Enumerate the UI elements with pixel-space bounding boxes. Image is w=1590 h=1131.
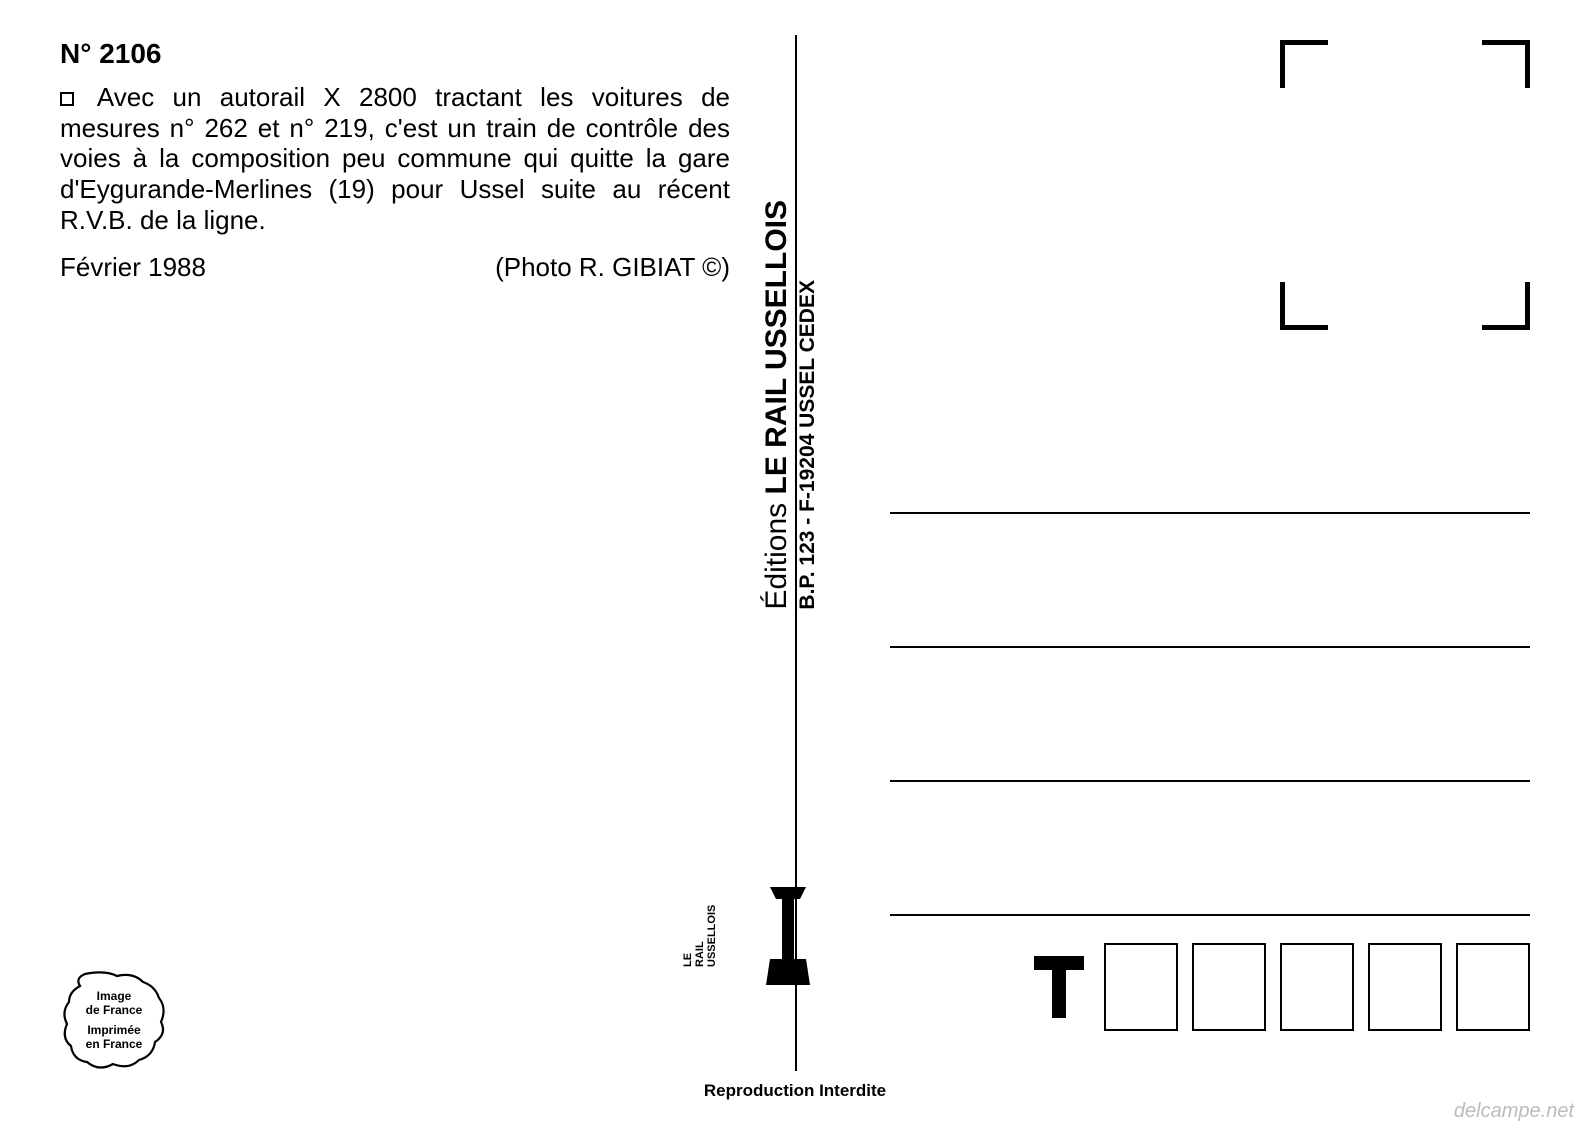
- svg-text:Image: Image: [97, 989, 132, 1003]
- address-lines: [890, 470, 1530, 916]
- publisher-brand: LE RAIL USSELLOIS: [760, 200, 793, 494]
- description-text: Avec un autorail X 2800 tractant les voi…: [60, 82, 730, 235]
- svg-text:Imprimée: Imprimée: [87, 1023, 141, 1037]
- rail-icon: [766, 885, 810, 985]
- postal-cell: [1104, 943, 1178, 1031]
- card-number: N° 2106: [60, 38, 162, 70]
- address-line: [890, 604, 1530, 648]
- made-in-france-stamp: Image de France Imprimée en France: [55, 968, 173, 1076]
- postal-cell: [1192, 943, 1266, 1031]
- address-line: [890, 738, 1530, 782]
- photo-date: Février 1988: [60, 252, 206, 283]
- address-line: [890, 470, 1530, 514]
- stamp-placeholder: [1280, 40, 1530, 330]
- date-credit-row: Février 1988 (Photo R. GIBIAT ©): [60, 252, 730, 283]
- corner-tr: [1482, 40, 1530, 88]
- logo-text: LE RAIL USSELLOIS: [682, 905, 718, 967]
- corner-br: [1482, 282, 1530, 330]
- logo-line3: USSELLOIS: [706, 905, 718, 967]
- card-description: Avec un autorail X 2800 tractant les voi…: [60, 82, 730, 235]
- logo-line2: RAIL: [694, 905, 706, 967]
- corner-tl: [1280, 40, 1328, 88]
- france-outline-icon: Image de France Imprimée en France: [55, 968, 173, 1076]
- svg-text:de France: de France: [86, 1003, 143, 1017]
- publisher-name: Éditions LE RAIL USSELLOIS: [760, 200, 794, 610]
- publisher-prefix: Éditions: [760, 494, 793, 609]
- svg-text:en France: en France: [86, 1037, 143, 1051]
- postal-t-marker: [1028, 943, 1090, 1031]
- address-line: [890, 872, 1530, 916]
- postal-cell: [1280, 943, 1354, 1031]
- logo-line1: LE: [682, 905, 694, 967]
- publisher-logo: LE RAIL USSELLOIS: [758, 885, 818, 1040]
- reproduction-notice: Reproduction Interdite: [0, 1081, 1590, 1101]
- bullet-icon: [60, 92, 74, 106]
- corner-bl: [1280, 282, 1328, 330]
- postal-code-boxes: [1028, 943, 1530, 1031]
- photo-credit: (Photo R. GIBIAT ©): [495, 252, 730, 283]
- postcard-back: N° 2106 Avec un autorail X 2800 tractant…: [0, 0, 1590, 1131]
- publisher-block: Éditions LE RAIL USSELLOIS B.P. 123 - F-…: [760, 200, 820, 610]
- postal-cell: [1368, 943, 1442, 1031]
- postal-cell: [1456, 943, 1530, 1031]
- watermark: delcampe.net: [1454, 1100, 1574, 1123]
- t-icon: [1034, 956, 1084, 1018]
- publisher-address: B.P. 123 - F-19204 USSEL CEDEX: [796, 200, 820, 610]
